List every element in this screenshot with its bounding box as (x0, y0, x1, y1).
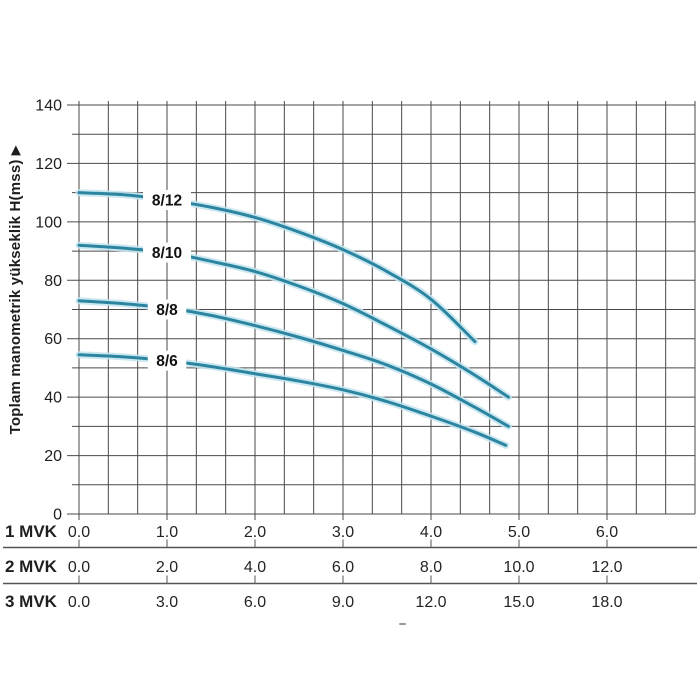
x-tick-label: 10.0 (503, 559, 534, 576)
curve-8-12 (75, 189, 479, 346)
curve-label-8-12: 8/12 (143, 189, 191, 210)
mvk-axis-row-1: 1 MVK 0.0 1.0 2.0 3.0 4.0 5.0 6.0 (3, 522, 697, 549)
curve-label-8-6: 8/6 (147, 350, 187, 371)
x-tick-label: 1.0 (156, 524, 178, 541)
mvk-row-label: 3 MVK (5, 592, 58, 611)
x-axis-ticks (78, 514, 608, 520)
y-tick-label: 60 (44, 331, 62, 348)
curve-label-8-8: 8/8 (147, 299, 187, 320)
curve-label-text: 8/6 (156, 353, 178, 370)
x-tick-label: 4.0 (420, 524, 442, 541)
curve-8-10 (75, 241, 512, 401)
x-tick-label: 18.0 (591, 594, 622, 611)
mvk-axis-row-3: 3 MVK 0.0 3.0 6.0 9.0 12.0 15.0 18.0 (5, 592, 623, 611)
x-tick-label: 5.0 (508, 524, 530, 541)
mvk-axis-row-2: 2 MVK 0.0 2.0 4.0 6.0 8.0 10.0 12.0 (3, 557, 697, 585)
y-tick-label: 100 (35, 214, 62, 231)
x-tick-label: 0.0 (68, 594, 90, 611)
curve-8-8 (75, 297, 512, 430)
mvk-row-label: 1 MVK (5, 522, 58, 541)
y-tick-label: 120 (35, 156, 62, 173)
x-tick-label: 9.0 (332, 594, 354, 611)
y-tick-label: 0 (53, 507, 62, 524)
curve-label-text: 8/10 (152, 245, 182, 262)
y-tick-label: 80 (44, 273, 62, 290)
curve-label-text: 8/12 (152, 192, 182, 209)
x-tick-label: 0.0 (68, 524, 90, 541)
x-tick-label: 6.0 (596, 524, 618, 541)
x-tick-label: 2.0 (156, 559, 178, 576)
x-tick-label: 8.0 (420, 559, 442, 576)
mvk-row-label: 2 MVK (5, 557, 58, 576)
x-tick-label: 3.0 (332, 524, 354, 541)
curve-label-8-10: 8/10 (143, 242, 191, 263)
y-tick-label: 40 (44, 390, 62, 407)
x-tick-label: 15.0 (503, 594, 534, 611)
x-tick-label: 0.0 (68, 559, 90, 576)
y-axis-tick-labels: 0 20 40 60 80 100 120 140 (35, 98, 62, 524)
artifact-dash (399, 623, 406, 625)
curve-label-text: 8/8 (156, 302, 178, 319)
x-tick-label: 2.0 (244, 524, 266, 541)
grid (67, 101, 696, 515)
y-tick-label: 20 (44, 448, 62, 465)
x-tick-label: 12.0 (591, 559, 622, 576)
x-tick-label: 3.0 (156, 594, 178, 611)
x-tick-label: 4.0 (244, 559, 266, 576)
x-tick-label: 6.0 (332, 559, 354, 576)
y-tick-label: 140 (35, 98, 62, 115)
x-tick-label: 12.0 (415, 594, 446, 611)
x-tick-label: 6.0 (244, 594, 266, 611)
